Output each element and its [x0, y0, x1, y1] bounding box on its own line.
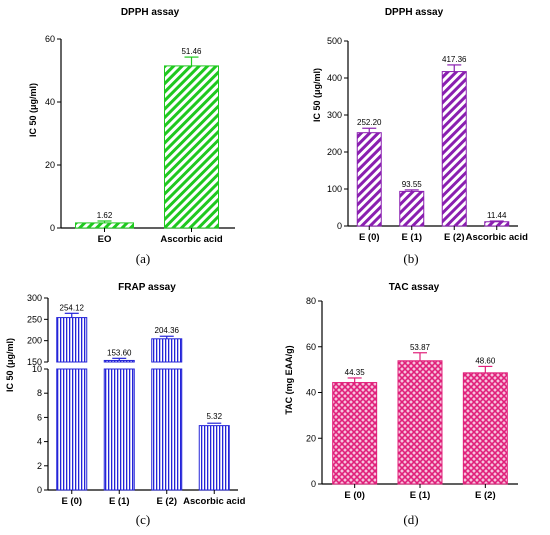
- data-label: 48.60: [475, 356, 496, 365]
- bar-upper: [56, 317, 88, 363]
- x-tick-label: E (0): [344, 490, 365, 501]
- y-tick-label: 0: [337, 221, 342, 231]
- y-tick-label: 400: [327, 73, 342, 83]
- chart-title: FRAP assay: [118, 282, 176, 293]
- y-tick-label: 250: [27, 314, 42, 324]
- x-tick-label: E (1): [401, 232, 422, 243]
- y-axis-label: TAC (mg EAA/g): [284, 345, 294, 414]
- y-tick-label: 10: [32, 364, 42, 374]
- plot-area: 0 20 40 60 80 44.35 E (0) 53.87 E (1) 48.60 E (2): [306, 296, 518, 501]
- y-tick-label: 200: [327, 147, 342, 157]
- panel-a: DPPH assay IC 50 (μg/ml) 0 20 40 60 1.62 EO 51…: [28, 7, 235, 266]
- panel-b: DPPH assay IC 50 (μg/ml) 0 100 200 300 400 50…: [312, 7, 528, 266]
- x-tick-label: Ascorbic acid: [183, 496, 245, 507]
- y-axis-label: IC 50 (μg/ml): [28, 83, 38, 137]
- x-tick-label: Ascorbic acid: [160, 234, 222, 245]
- bar: [399, 190, 425, 227]
- data-label: 153.60: [107, 348, 132, 357]
- y-tick-label: 500: [327, 36, 342, 46]
- x-tick-label: E (1): [109, 496, 130, 507]
- y-tick-label: 300: [27, 293, 42, 303]
- x-tick-label: E (2): [444, 232, 465, 243]
- data-label: 44.35: [345, 368, 366, 377]
- chart-title: TAC assay: [389, 282, 440, 293]
- data-label: 204.36: [155, 326, 180, 335]
- y-tick-label: 0: [50, 223, 55, 233]
- y-tick-label: 80: [306, 296, 316, 306]
- x-tick-label: E (2): [156, 496, 177, 507]
- data-label: 93.55: [402, 180, 423, 189]
- bar: [164, 65, 219, 229]
- y-tick-label: 20: [306, 433, 316, 443]
- y-tick-label: 8: [37, 388, 42, 398]
- y-tick-label: 0: [311, 479, 316, 489]
- x-tick-label: Ascorbic acid: [466, 232, 528, 243]
- bar-upper: [151, 338, 183, 363]
- plot-area: 0 100 200 300 400 500 252.20 E (0) 93.55 E (1) 417…: [327, 36, 528, 243]
- panel-label: (c): [136, 512, 150, 527]
- x-tick-label: E (2): [475, 490, 496, 501]
- data-label: 254.12: [60, 303, 85, 312]
- y-tick-label: 60: [306, 342, 316, 352]
- bar-lower: [56, 368, 88, 491]
- y-tick-label: 6: [37, 412, 42, 422]
- y-tick-label: 200: [27, 336, 42, 346]
- x-tick-label: E (0): [359, 232, 380, 243]
- panel-d: TAC assay TAC (mg EAA/g) 0 20 40 60 80 44.35 E…: [284, 282, 518, 527]
- y-tick-label: 40: [45, 97, 55, 107]
- y-tick-label: 150: [27, 357, 42, 367]
- data-label: 53.87: [410, 343, 431, 352]
- x-tick-label: E (1): [410, 490, 431, 501]
- y-tick-label: 300: [327, 110, 342, 120]
- data-label: 417.36: [442, 55, 467, 64]
- y-axis-label: IC 50 (μg/ml): [5, 338, 15, 392]
- bar-upper: [103, 359, 135, 363]
- bar: [462, 372, 508, 485]
- data-label: 11.44: [487, 211, 507, 220]
- panel-c: FRAP assay IC 50 (μg/ml) 150 200 250 300 0 2 4…: [5, 282, 246, 527]
- y-axis-label: IC 50 (μg/ml): [312, 68, 322, 122]
- y-tick-label: 0: [37, 485, 42, 495]
- chart-title: DPPH assay: [121, 7, 180, 18]
- bar-lower: [151, 368, 183, 491]
- y-tick-label: 40: [306, 388, 316, 398]
- panel-label: (a): [136, 251, 150, 266]
- bar: [441, 71, 467, 227]
- y-tick-label: 4: [37, 437, 42, 447]
- y-tick-label: 2: [37, 461, 42, 471]
- panel-label: (b): [403, 251, 418, 266]
- bar: [484, 221, 510, 227]
- axis-break: [43, 363, 243, 368]
- bar: [332, 382, 378, 485]
- x-tick-label: E (0): [61, 496, 82, 507]
- plot-area: 0 20 40 60 1.62 EO 51.46 Ascorbic acid: [45, 34, 235, 245]
- data-label: 1.62: [97, 211, 113, 220]
- data-label: 5.32: [206, 412, 222, 421]
- bar: [75, 222, 134, 229]
- bar: [198, 425, 230, 491]
- bar: [356, 132, 382, 227]
- bar-lower: [103, 368, 135, 491]
- panel-label: (d): [403, 512, 418, 527]
- x-tick-label: EO: [98, 234, 112, 245]
- y-tick-label: 60: [45, 34, 55, 44]
- chart-title: DPPH assay: [385, 7, 444, 18]
- y-tick-label: 100: [327, 184, 342, 194]
- y-tick-label: 20: [45, 160, 55, 170]
- bar: [397, 360, 443, 485]
- data-label: 51.46: [181, 47, 202, 56]
- plot-area: 150 200 250 300 0 2 4 6 8 10 254.12 E (0) 153.60 E (1…: [27, 293, 246, 507]
- data-label: 252.20: [357, 118, 382, 127]
